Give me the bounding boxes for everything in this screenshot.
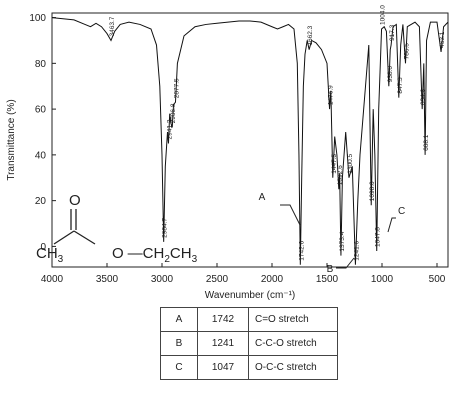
y-tick-label: 60 [35, 105, 47, 116]
table-cell: C=O stretch [248, 307, 338, 332]
plot-frame [51, 12, 449, 268]
atom: O [112, 245, 124, 262]
y-axis-label: Transmittance (%) [6, 99, 17, 180]
y-tick-label: 20 [35, 196, 47, 207]
bond [73, 230, 96, 245]
peak-label: 1098.0 [369, 181, 376, 201]
peak-label: 1373.4 [339, 231, 346, 251]
table-cell: A [160, 307, 198, 332]
peak-label: 786.5 [403, 43, 410, 60]
peak-label: 2906.8 [170, 103, 177, 123]
table-cell: B [160, 331, 198, 356]
annotation-leader [280, 204, 301, 226]
table-row: A 1742 C=O stretch [160, 307, 338, 332]
peak-label: 1004.0 [380, 5, 387, 25]
subscript: 2 [164, 254, 170, 265]
y-tick-label: 40 [35, 150, 47, 161]
structure-atom: O [69, 192, 81, 209]
structure-group: O —CH2CH3 [112, 245, 198, 265]
bond [53, 230, 75, 245]
structure: O CH3 O —CH2CH3 [36, 192, 198, 265]
table-row: C 1047 O-C-C stretch [160, 355, 338, 380]
table-row: B 1241 C-C-O stretch [160, 331, 338, 356]
table-cell: O-C-C stretch [248, 355, 338, 380]
x-tick-label: 3000 [151, 274, 174, 285]
annotation: B [327, 264, 334, 275]
x-tick-label: 1500 [316, 274, 339, 285]
atom: CH [170, 245, 192, 262]
x-tick-label: 2000 [261, 274, 284, 285]
y-tick-label: 80 [35, 59, 47, 70]
peak-label: 608.1 [423, 134, 430, 151]
spectrum [51, 17, 449, 265]
peak-label: 2941.2 [166, 119, 173, 139]
peak-label: 463.1 [439, 31, 446, 48]
table-cell: C [160, 355, 198, 380]
peak-label: 847.3 [397, 77, 404, 94]
x-tick-label: 4000 [41, 274, 64, 285]
peak-label: 1300.5 [347, 153, 354, 173]
annotation-leader [387, 217, 396, 233]
atom: CH [36, 245, 58, 262]
peak-label: 2984.7 [162, 218, 169, 238]
peak-label: 1447.5 [331, 153, 338, 173]
peak-label: 1241.6 [353, 240, 360, 260]
structure-group: CH3 [36, 245, 64, 265]
peak-label: 1392.6 [337, 165, 344, 185]
x-tick-label: 500 [429, 274, 446, 285]
peak-label: 938.0 [387, 66, 394, 83]
peak-label: 1476.9 [328, 85, 335, 105]
table-cell: 1742 [197, 307, 249, 332]
subscript: 3 [58, 254, 64, 265]
assignment-table: A 1742 C=O stretch B 1241 C-C-O stretch C 1047 O… [160, 307, 338, 380]
y-tick-label: 100 [29, 13, 46, 24]
table-cell: 1047 [197, 355, 249, 380]
annotation-leader [336, 257, 355, 269]
annotation: C [398, 206, 405, 217]
annotation: A [259, 192, 266, 203]
subscript: 3 [192, 254, 198, 265]
atom: CH [143, 245, 165, 262]
x-tick-label: 3500 [96, 274, 119, 285]
peak-label: 634.6 [420, 88, 427, 105]
table-cell: C-C-O stretch [248, 331, 338, 356]
peak-label: 1047.8 [375, 227, 382, 247]
peak-label: 3463.7 [109, 16, 116, 36]
chart: Transmittance (%) Wavenumber (cm⁻¹) O CH… [6, 5, 449, 300]
peak-label: 2877.5 [173, 78, 180, 98]
x-axis-label: Wavenumber (cm⁻¹) [205, 290, 295, 300]
peak-label: 1662.3 [307, 25, 314, 45]
x-tick-label: 1000 [371, 274, 394, 285]
x-tick-label: 2500 [206, 274, 229, 285]
y-tick-label: 0 [40, 242, 46, 253]
peak-label: 917.3 [389, 24, 396, 41]
peak-label: 1742.6 [298, 240, 305, 260]
table-cell: 1241 [197, 331, 249, 356]
